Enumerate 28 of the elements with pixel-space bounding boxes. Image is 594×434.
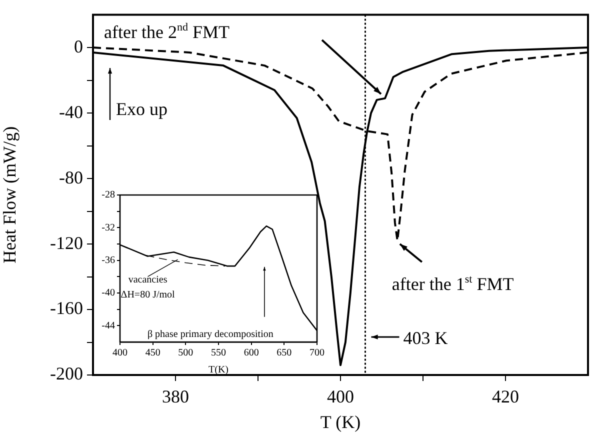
x-tick-label: 500 [178,348,194,359]
y-tick-label: -200 [50,364,83,384]
x-tick-label: 380 [162,386,189,407]
y-tick-label: -36 [102,254,115,266]
y-tick-label: -40 [102,288,115,299]
ref-line-label: 403 K [403,328,448,348]
x-tick-label: 400 [112,348,128,359]
annotation: β phase primary decomposition [147,328,274,340]
annotation: vacancies ΔH=80 J/mol [120,274,176,301]
x-tick-label: 650 [276,348,292,359]
x-axis-title: T(K) [208,364,228,376]
x-tick-label: 550 [211,348,226,359]
x-tick-label: 420 [492,386,519,407]
x-tick-label: 600 [244,348,259,359]
x-axis-title: T (K) [320,412,361,432]
x-tick-label: 700 [310,348,324,359]
y-tick-label: -44 [102,320,115,332]
y-axis-title: Heat Flow (mW/g) [0,126,20,264]
y-tick-label: -28 [102,190,115,201]
x-tick-label: 400 [327,386,354,407]
y-tick-label: -80 [59,167,83,188]
y-tick-label: -120 [50,232,83,253]
y-tick-label: -32 [102,222,115,234]
y-tick-label: -160 [50,298,83,318]
annotation: Exo up [116,99,168,119]
y-tick-label: -40 [59,102,83,122]
x-tick-label: 450 [145,348,160,359]
y-tick-label: 0 [74,36,83,56]
